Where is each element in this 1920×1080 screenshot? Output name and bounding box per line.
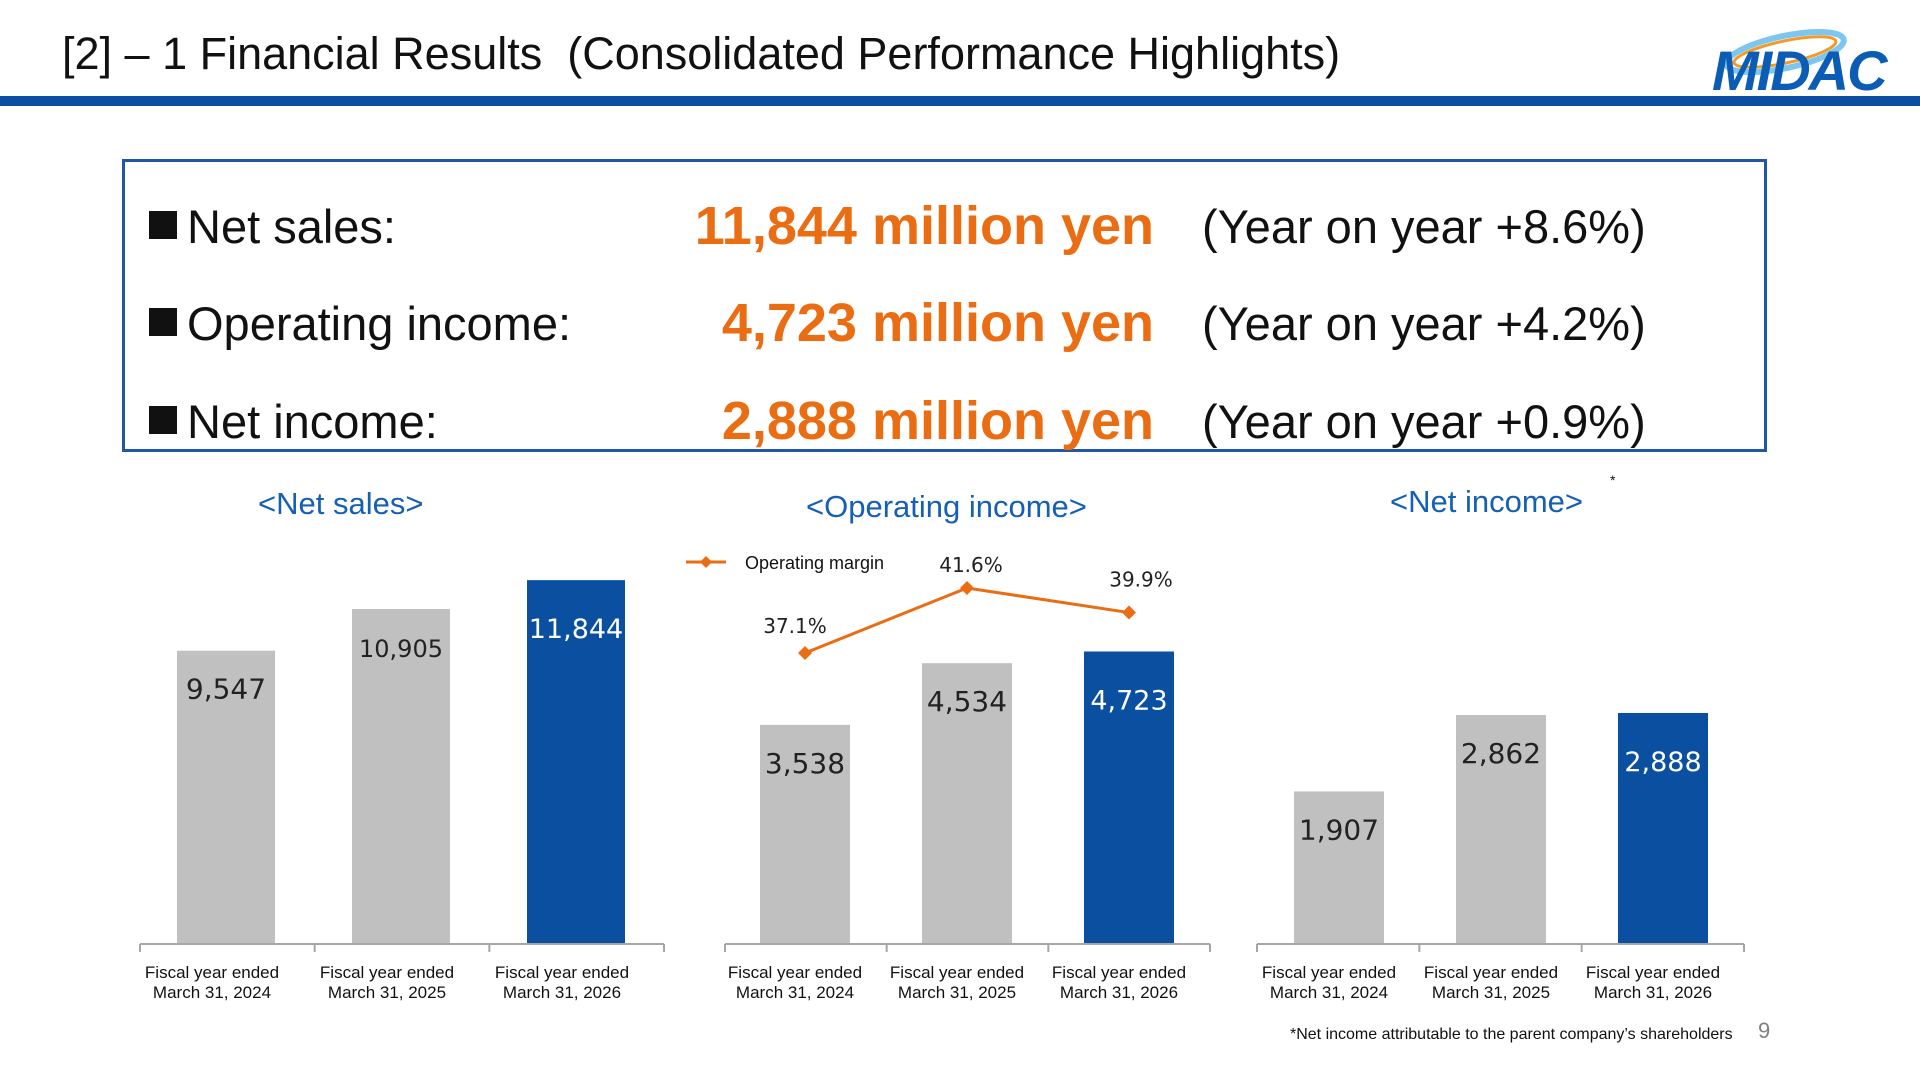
square-bullet-icon xyxy=(149,211,177,239)
x-tick-label: Fiscal year ended xyxy=(1424,963,1558,982)
logo-swoosh-icon xyxy=(1723,28,1847,76)
page-number: 9 xyxy=(1758,1018,1771,1043)
bar-value-label: 1,907 xyxy=(1299,813,1379,846)
chart-title-net-income: <Net income> xyxy=(1390,484,1583,519)
square-bullet-icon xyxy=(149,308,177,336)
x-tick-label: March 31, 2025 xyxy=(328,983,446,1002)
x-tick-label: March 31, 2026 xyxy=(1060,983,1178,1002)
summary-label: Operating income: xyxy=(187,297,572,350)
operating-margin-line xyxy=(804,586,1130,655)
x-tick-label: March 31, 2025 xyxy=(1432,983,1550,1002)
bar xyxy=(177,650,275,944)
bar xyxy=(760,724,850,944)
operating-margin-label: 39.9% xyxy=(1109,568,1173,592)
footnote: *Net income attributable to the parent c… xyxy=(1290,1026,1733,1043)
bar-value-label: 4,534 xyxy=(927,685,1007,718)
operating-margin-label: 41.6% xyxy=(939,553,1003,577)
chart-title-net-sales: <Net sales> xyxy=(258,486,424,521)
legend-marker-icon xyxy=(700,556,712,568)
bar-value-label: 10,905 xyxy=(359,635,443,663)
x-tick-label: March 31, 2024 xyxy=(153,983,271,1002)
header-rule xyxy=(0,96,1920,106)
summary-yoy: (Year on year +4.2%) xyxy=(1202,297,1646,350)
bar xyxy=(527,580,625,944)
page-title: [2] – 1 Financial Results (Consolidated … xyxy=(62,28,1341,79)
summary-row-operating-income: Operating income: 4,723 million yen (Yea… xyxy=(125,286,1764,353)
bar-value-label: 4,723 xyxy=(1090,685,1167,716)
operating-margin-label: 37.1% xyxy=(763,614,827,638)
operating-margin-point xyxy=(1122,605,1136,620)
footnote-asterisk: * xyxy=(1610,472,1616,488)
bar xyxy=(352,608,450,944)
x-tick-label: March 31, 2024 xyxy=(1270,983,1388,1002)
bar-value-label: 2,862 xyxy=(1461,737,1541,770)
summary-value: 4,723 million yen xyxy=(721,293,1154,353)
summary-yoy: (Year on year +0.9%) xyxy=(1202,395,1646,448)
bar-value-label: 11,844 xyxy=(529,614,623,645)
x-tick-label: March 31, 2026 xyxy=(1594,983,1712,1002)
x-tick-label: Fiscal year ended xyxy=(1262,963,1396,982)
summary-value: 11,844 million yen xyxy=(694,196,1154,256)
x-tick-label: March 31, 2026 xyxy=(503,983,621,1002)
bar xyxy=(1618,712,1708,944)
legend-label: Operating margin xyxy=(745,553,884,573)
bar xyxy=(922,663,1012,944)
x-tick-label: Fiscal year ended xyxy=(728,963,862,982)
bar xyxy=(1084,651,1174,944)
bar-value-label: 2,888 xyxy=(1624,747,1701,778)
operating-margin-point xyxy=(798,646,812,660)
chart-title-operating-income: <Operating income> xyxy=(806,489,1087,524)
summary-row-net-income: Net income: 2,888 million yen (Year on y… xyxy=(125,384,1764,451)
x-tick-label: Fiscal year ended xyxy=(495,963,629,982)
operating-margin-point xyxy=(960,581,974,595)
logo-text: MIDAC xyxy=(1712,39,1888,102)
summary-label: Net sales: xyxy=(187,200,396,253)
bar-value-label: 9,547 xyxy=(186,673,266,706)
bar xyxy=(1456,715,1546,944)
x-tick-label: Fiscal year ended xyxy=(320,963,454,982)
x-tick-label: Fiscal year ended xyxy=(1586,963,1720,982)
square-bullet-icon xyxy=(149,406,177,434)
x-tick-label: Fiscal year ended xyxy=(145,963,279,982)
x-tick-label: March 31, 2024 xyxy=(736,983,854,1002)
summary-label: Net income: xyxy=(187,395,438,448)
summary-value: 2,888 million yen xyxy=(721,391,1154,451)
bar-value-label: 3,538 xyxy=(765,747,845,780)
bar xyxy=(1294,791,1384,944)
midac-logo: MIDAC xyxy=(1690,22,1906,102)
summary-yoy: (Year on year +8.6%) xyxy=(1202,200,1646,253)
x-tick-label: Fiscal year ended xyxy=(890,963,1024,982)
summary-box: Net sales: 11,844 million yen (Year on y… xyxy=(122,159,1767,452)
x-tick-label: Fiscal year ended xyxy=(1052,963,1186,982)
x-tick-label: March 31, 2025 xyxy=(898,983,1016,1002)
summary-row-net-sales: Net sales: 11,844 million yen (Year on y… xyxy=(125,189,1764,256)
